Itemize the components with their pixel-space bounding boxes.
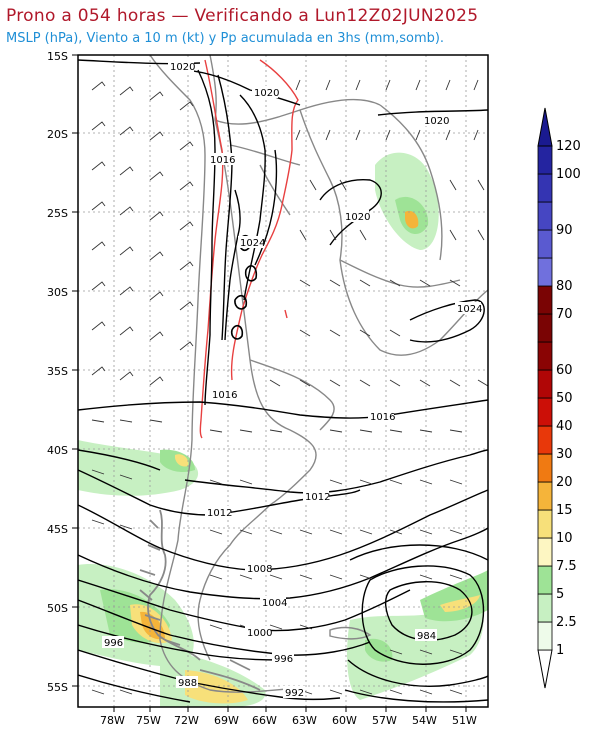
lat-label: 35S <box>47 365 68 378</box>
isobar-label: 988 <box>178 678 197 689</box>
colorbar-segment <box>537 537 553 567</box>
colorbar-label: 90 <box>556 223 573 238</box>
map-subtitle: MSLP (hPa), Viento a 10 m (kt) y Pp acum… <box>6 31 445 46</box>
isobars <box>78 59 488 703</box>
lat-label: 50S <box>47 602 68 615</box>
precip-colorbar: 1 2.5 5 7.5 10 15 20 30 40 50 60 70 80 9… <box>537 107 581 689</box>
lon-label: 51W <box>452 714 477 727</box>
wind-barbs <box>91 79 488 695</box>
colorbar-label: 30 <box>556 447 573 462</box>
isobar-label: 1024 <box>240 238 265 249</box>
colorbar-label: 60 <box>556 363 573 378</box>
isobar-label: 992 <box>285 688 304 699</box>
colorbar-label: 70 <box>556 307 573 322</box>
axis-ticks <box>72 54 467 712</box>
isobar-label: 1016 <box>212 390 237 401</box>
isobar-label: 1012 <box>305 492 330 503</box>
coastlines-borders <box>149 55 488 693</box>
lon-label: 63W <box>292 714 317 727</box>
lon-label: 75W <box>136 714 161 727</box>
colorbar-segment <box>537 425 553 455</box>
lon-label: 66W <box>252 714 277 727</box>
colorbar-segment <box>537 257 553 287</box>
lat-lon-grid <box>78 55 488 707</box>
isobar-label: 1016 <box>210 155 235 166</box>
map-title: Prono a 054 horas — Verificando a Lun12Z… <box>6 6 479 26</box>
lon-label: 54W <box>412 714 437 727</box>
longitude-labels: 78W 75W 72W 69W 66W 63W 60W 57W 54W 51W <box>100 714 477 727</box>
colorbar-label: 50 <box>556 391 573 406</box>
colorbar-label: 7.5 <box>556 559 577 574</box>
colorbar-label: 2.5 <box>556 615 577 630</box>
lat-label: 20S <box>47 128 68 141</box>
lon-label: 69W <box>214 714 239 727</box>
colorbar-segment <box>537 145 553 175</box>
isobar-label: 1024 <box>457 304 482 315</box>
colorbar-segment <box>537 509 553 539</box>
isobar-label: 996 <box>274 654 293 665</box>
colorbar-label: 15 <box>556 503 573 518</box>
isobar-label: 1012 <box>207 508 232 519</box>
isobar-label: 1020 <box>424 116 449 127</box>
colorbar-segment <box>537 173 553 203</box>
isobar-label: 1020 <box>254 88 279 99</box>
isobar-label: 984 <box>417 631 436 642</box>
colorbar-label: 80 <box>556 279 573 294</box>
isobar-label: 1008 <box>247 564 272 575</box>
colorbar-segment <box>537 481 553 511</box>
isobar-label: 1004 <box>262 598 287 609</box>
colorbar-segment <box>537 565 553 595</box>
colorbar-segment <box>537 621 553 651</box>
colorbar-segment <box>537 369 553 399</box>
colorbar-label: 100 <box>556 167 581 182</box>
lon-label: 72W <box>174 714 199 727</box>
lat-label: 30S <box>47 286 68 299</box>
colorbar-label: 10 <box>556 531 573 546</box>
lon-label: 57W <box>372 714 397 727</box>
isobar-label: 1020 <box>345 212 370 223</box>
isobar-label: 1000 <box>247 628 272 639</box>
colorbar-segment <box>537 285 553 315</box>
map-frame <box>77 54 489 708</box>
colorbar-max-arrow <box>537 107 553 147</box>
lat-label: 40S <box>47 444 68 457</box>
lat-label: 45S <box>47 523 68 536</box>
colorbar-segment <box>537 453 553 483</box>
colorbar-label: 1 <box>556 643 564 658</box>
isobar-labels: 1020 1020 1020 1016 1024 1020 1024 1016 … <box>102 60 482 699</box>
isobar-label: 1016 <box>370 412 395 423</box>
colorbar-segment <box>537 313 553 343</box>
chile-archipelago <box>139 509 261 691</box>
colorbar-segment <box>537 341 553 371</box>
lon-label: 60W <box>332 714 357 727</box>
isobar-label: 996 <box>104 638 123 649</box>
colorbar-label: 120 <box>556 139 581 154</box>
colorbar-label: 40 <box>556 419 573 434</box>
colorbar-label: 5 <box>556 587 564 602</box>
colorbar-segment <box>537 397 553 427</box>
lat-label: 25S <box>47 207 68 220</box>
colorbar-segment <box>537 229 553 259</box>
colorbar-segment <box>537 201 553 231</box>
colorbar-min-arrow <box>537 649 553 689</box>
colorbar-label: 20 <box>556 475 573 490</box>
latitude-labels: 15S 20S 25S 30S 35S 40S 45S 50S 55S <box>47 50 68 694</box>
colorbar-segment <box>537 593 553 623</box>
lat-label: 15S <box>47 50 68 63</box>
lon-label: 78W <box>100 714 125 727</box>
isobar-label: 1020 <box>170 62 195 73</box>
lat-label: 55S <box>47 681 68 694</box>
